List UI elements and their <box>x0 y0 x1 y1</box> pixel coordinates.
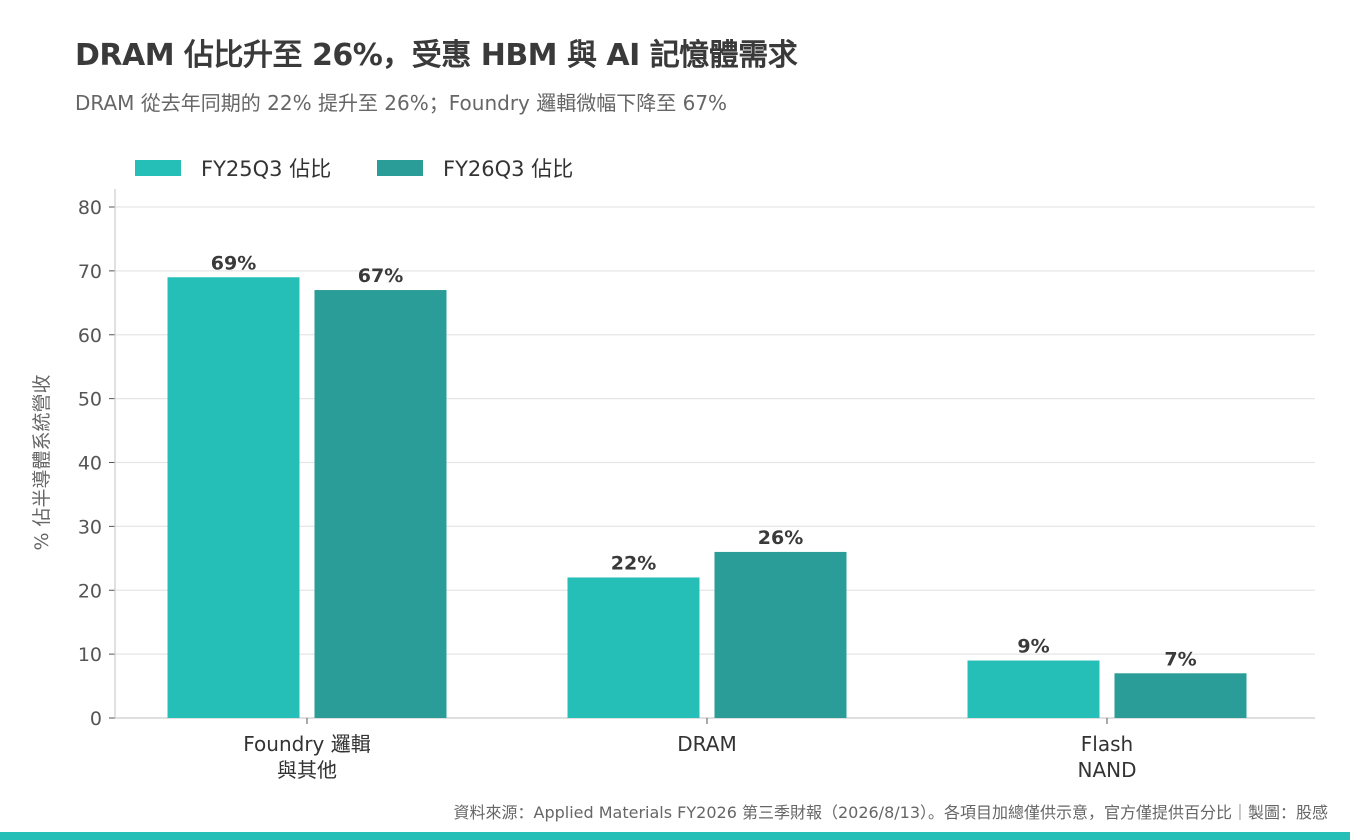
y-tick-label: 50 <box>78 389 102 411</box>
y-tick-label: 70 <box>78 261 102 283</box>
data-label: 7% <box>1164 648 1196 670</box>
data-label: 69% <box>211 252 256 274</box>
y-tick-label: 20 <box>78 580 102 602</box>
y-tick-label: 30 <box>78 516 102 538</box>
x-tick-label: Foundry 邏輯與其他 <box>243 732 371 782</box>
legend: FY25Q3 佔比 FY26Q3 佔比 <box>135 157 573 181</box>
x-tick-label-line: NAND <box>1077 758 1136 782</box>
bars <box>167 277 1247 718</box>
axes: 0 10 20 30 40 50 60 70 80 % 佔半導體系統營收 Foundry 邏輯與其他… <box>31 189 1315 782</box>
y-axis-label: % 佔半導體系統營收 <box>31 374 53 550</box>
data-label: 9% <box>1017 636 1049 658</box>
bar <box>1114 673 1247 718</box>
bar <box>567 577 700 718</box>
x-tick-label-line: Flash <box>1081 732 1133 756</box>
legend-label: FY25Q3 佔比 <box>201 157 331 181</box>
legend-swatch <box>377 160 423 176</box>
bar <box>714 551 847 718</box>
chart-title: DRAM 佔比升至 26%，受惠 HBM 與 AI 記憶體需求 <box>75 38 798 73</box>
y-tick-label: 0 <box>90 708 102 730</box>
bar <box>167 277 300 718</box>
x-tick-label: Flash NAND <box>1077 732 1136 782</box>
bar <box>314 290 447 718</box>
data-label: 67% <box>358 265 403 287</box>
chart-subtitle: DRAM 從去年同期的 22% 提升至 26%；Foundry 邏輯微幅下降至 … <box>75 91 728 115</box>
y-tick-label: 60 <box>78 325 102 347</box>
y-tick-label: 80 <box>78 197 102 219</box>
x-tick-label-line: 與其他 <box>277 758 337 782</box>
bottom-accent-bar <box>0 832 1350 840</box>
bar <box>967 660 1100 718</box>
x-tick-label-line: DRAM <box>677 732 736 756</box>
legend-swatch <box>135 160 181 176</box>
data-label: 26% <box>758 527 803 549</box>
x-tick-label-line: Foundry 邏輯 <box>243 732 371 756</box>
y-tick-label: 10 <box>78 644 102 666</box>
x-tick-label: DRAM <box>677 732 736 756</box>
source-note: 資料來源：Applied Materials FY2026 第三季財報（2026… <box>453 803 1328 822</box>
data-labels: 69% 67% 22% 26% 9% 7% <box>211 252 1197 670</box>
y-tick-label: 40 <box>78 453 102 475</box>
data-label: 22% <box>611 552 656 574</box>
legend-label: FY26Q3 佔比 <box>443 157 573 181</box>
